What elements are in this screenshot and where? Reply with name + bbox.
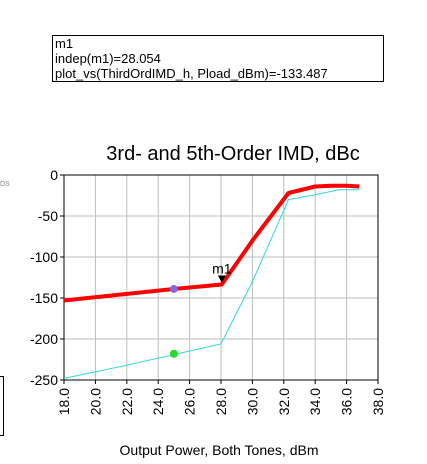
marker-m1-label: m1 [212,260,232,276]
x-tick-label: 20.0 [87,388,103,415]
y-tick-label: -50 [38,208,58,224]
x-tick-label: 22.0 [119,388,135,415]
y-tick-label: -200 [30,331,58,347]
fifth-order-imd-line [63,189,360,379]
marker-m1-arrow [217,275,226,283]
marker-indep-value: indep(m1)=28.054 [55,51,161,66]
x-tick-label: 30.0 [244,388,260,415]
y-tick-label: -150 [30,290,58,306]
x-tick-label: 32.0 [276,388,292,415]
chart-title: 3rd- and 5th-Order IMD, dBc [106,143,359,165]
y-tick-label: 0 [50,167,58,183]
x-tick-label: 38.0 [370,388,386,415]
marker-name: m1 [55,36,74,51]
x-tick-label: 34.0 [307,388,323,415]
x-tick-label: 24.0 [150,388,166,415]
series-layer: m1 [63,183,360,379]
marker-readout-box: m1 indep(m1)=28.054 plot_vs(ThirdOrdIMD_… [52,35,384,82]
y-tick-label: -100 [30,249,58,265]
y-tick-label: -250 [30,372,58,388]
marker-dep-value: plot_vs(ThirdOrdIMD_h, Pload_dBm)=-133.4… [55,66,328,81]
x-tick-label: 28.0 [213,388,229,415]
x-tick-label: 18.0 [56,388,72,415]
x-axis-label: Output Power, Both Tones, dBm [120,442,319,458]
third-order-imd-line [63,183,360,303]
x-tick-label: 36.0 [339,388,355,415]
x-tick-label: 26.0 [182,388,198,415]
side-clipped-label: DS [0,181,10,188]
third-order-point [169,284,178,293]
tick-labels: 18.0 20.0 22.0 24.0 26.0 28.0 30.0 32.0 34.0 36.0… [30,167,386,415]
side-clipped-frame [0,376,4,436]
fifth-order-point [169,349,178,358]
